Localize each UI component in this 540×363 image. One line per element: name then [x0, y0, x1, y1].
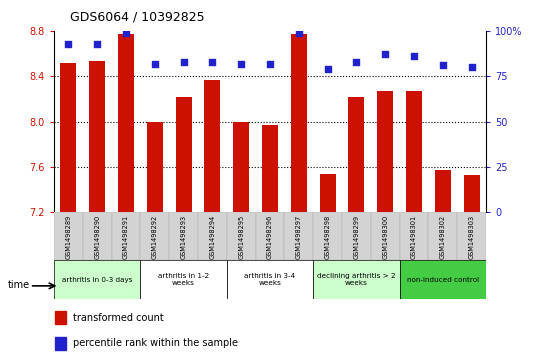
- Bar: [60, 63, 76, 212]
- Text: transformed count: transformed count: [73, 313, 164, 323]
- Text: non-induced control: non-induced control: [407, 277, 479, 282]
- Point: [294, 30, 303, 36]
- Bar: [313, 260, 400, 299]
- Text: GSM1498301: GSM1498301: [411, 215, 417, 259]
- Bar: [56, 337, 66, 350]
- Bar: [112, 212, 140, 260]
- Text: time: time: [8, 280, 30, 290]
- Point: [381, 52, 389, 57]
- Point: [64, 41, 73, 46]
- Point: [467, 64, 476, 70]
- Point: [323, 66, 332, 72]
- Bar: [285, 212, 313, 260]
- Bar: [83, 212, 112, 260]
- Bar: [313, 212, 342, 260]
- Bar: [262, 125, 278, 212]
- Bar: [176, 97, 192, 212]
- Bar: [147, 122, 163, 212]
- Bar: [320, 174, 335, 212]
- Text: arthritis in 3-4
weeks: arthritis in 3-4 weeks: [245, 273, 295, 286]
- Text: GSM1498302: GSM1498302: [440, 215, 446, 259]
- Bar: [227, 260, 313, 299]
- Bar: [56, 311, 66, 324]
- Point: [93, 41, 102, 46]
- Bar: [118, 34, 134, 212]
- Bar: [54, 212, 83, 260]
- Text: GSM1498299: GSM1498299: [353, 215, 360, 259]
- Point: [179, 59, 188, 65]
- Point: [122, 30, 130, 36]
- Bar: [198, 212, 227, 260]
- Text: GDS6064 / 10392825: GDS6064 / 10392825: [70, 11, 205, 24]
- Text: arthritis in 0-3 days: arthritis in 0-3 days: [62, 277, 132, 282]
- Text: GSM1498297: GSM1498297: [296, 215, 302, 259]
- Point: [410, 53, 418, 59]
- Text: declining arthritis > 2
weeks: declining arthritis > 2 weeks: [317, 273, 396, 286]
- Bar: [371, 212, 400, 260]
- Text: GSM1498294: GSM1498294: [210, 215, 215, 259]
- Bar: [400, 212, 428, 260]
- Bar: [89, 61, 105, 212]
- Text: arthritis in 1-2
weeks: arthritis in 1-2 weeks: [158, 273, 209, 286]
- Text: GSM1498295: GSM1498295: [238, 215, 244, 259]
- Text: GSM1498293: GSM1498293: [180, 215, 187, 259]
- Bar: [348, 97, 364, 212]
- Text: GSM1498303: GSM1498303: [469, 215, 475, 259]
- Text: GSM1498289: GSM1498289: [65, 215, 71, 259]
- Point: [352, 59, 361, 65]
- Text: GSM1498290: GSM1498290: [94, 215, 100, 259]
- Text: GSM1498298: GSM1498298: [325, 215, 330, 259]
- Point: [266, 61, 274, 66]
- Bar: [255, 212, 285, 260]
- Bar: [140, 260, 227, 299]
- Bar: [291, 34, 307, 212]
- Text: GSM1498291: GSM1498291: [123, 215, 129, 259]
- Bar: [428, 212, 457, 260]
- Text: GSM1498296: GSM1498296: [267, 215, 273, 259]
- Bar: [205, 79, 220, 212]
- Point: [237, 61, 246, 66]
- Bar: [342, 212, 371, 260]
- Text: GSM1498300: GSM1498300: [382, 215, 388, 259]
- Bar: [54, 260, 140, 299]
- Bar: [227, 212, 255, 260]
- Point: [208, 59, 217, 65]
- Point: [438, 62, 447, 68]
- Bar: [233, 122, 249, 212]
- Bar: [406, 91, 422, 212]
- Bar: [140, 212, 169, 260]
- Bar: [169, 212, 198, 260]
- Text: GSM1498292: GSM1498292: [152, 215, 158, 259]
- Bar: [400, 260, 486, 299]
- Bar: [435, 170, 451, 212]
- Bar: [464, 175, 480, 212]
- Bar: [457, 212, 486, 260]
- Text: percentile rank within the sample: percentile rank within the sample: [73, 338, 238, 348]
- Point: [151, 61, 159, 66]
- Bar: [377, 91, 393, 212]
